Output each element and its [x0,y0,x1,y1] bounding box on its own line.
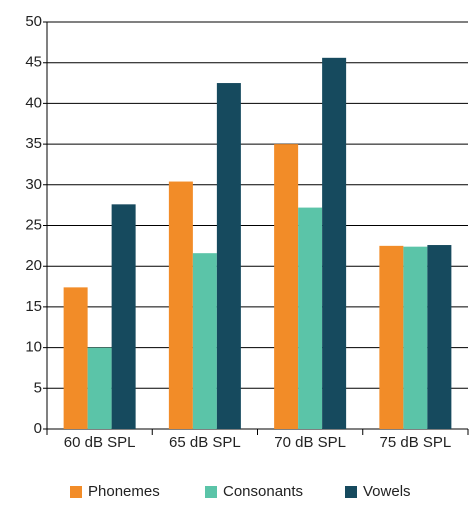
legend-swatch [70,486,82,498]
bar [168,181,193,429]
y-tick-label: 10 [25,339,42,356]
x-tick-label: 65 dB SPL [169,434,241,451]
bar [63,287,88,429]
bar [274,144,299,429]
bar [322,57,347,429]
y-tick-label: 15 [25,298,42,315]
y-tick-label: 0 [34,420,42,437]
legend-label: Phonemes [88,483,160,500]
x-tick-label: 60 dB SPL [64,434,136,451]
bar [403,246,428,429]
y-tick-label: 35 [25,135,42,152]
x-tick-label: 75 dB SPL [380,434,452,451]
y-tick-label: 25 [25,216,42,233]
bar [298,207,323,429]
y-tick-label: 30 [25,176,42,193]
bar [216,83,241,430]
y-tick-label: 40 [25,94,42,111]
y-tick-label: 45 [25,54,42,71]
bar [192,253,217,429]
y-tick-label: 5 [34,379,42,396]
bar [111,204,136,429]
y-tick-label: 50 [25,13,42,30]
bar [87,347,112,429]
y-tick-label: 20 [25,257,42,274]
legend-label: Vowels [363,483,411,500]
legend-label: Consonants [223,483,303,500]
x-tick-label: 70 dB SPL [274,434,346,451]
bar [379,245,404,429]
legend-swatch [205,486,217,498]
bar [427,245,452,429]
legend-swatch [345,486,357,498]
